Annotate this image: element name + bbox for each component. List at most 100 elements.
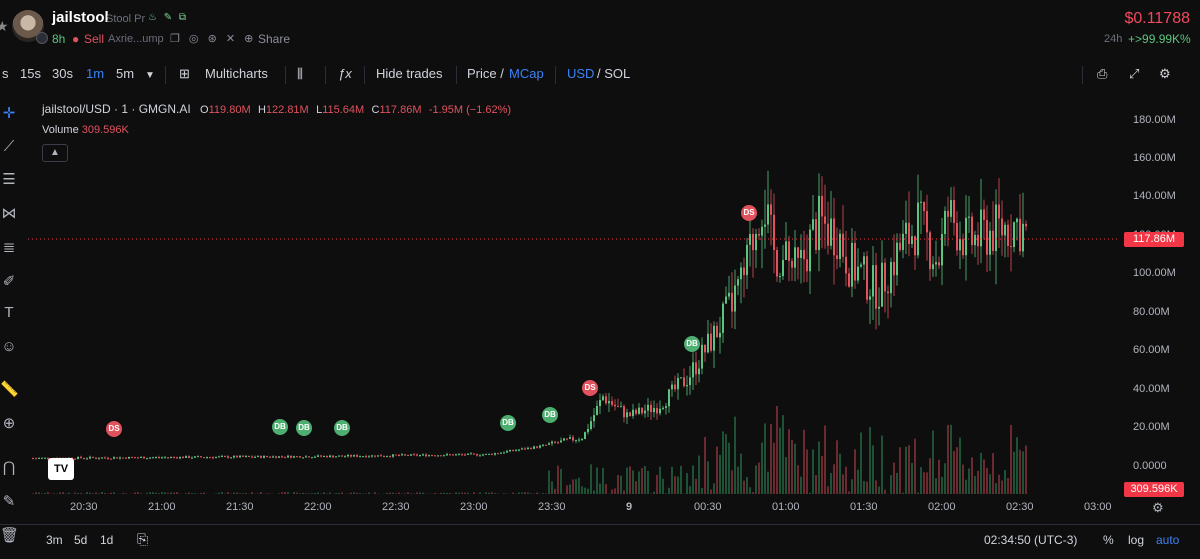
- y-tick: 0.0000: [1133, 460, 1167, 472]
- candle-body: [656, 408, 658, 414]
- mcap-toggle[interactable]: MCap: [509, 66, 544, 81]
- trade-marker[interactable]: DB: [500, 415, 516, 431]
- volume-bar: [560, 469, 562, 494]
- candle-body: [599, 400, 601, 406]
- candle-body: [368, 456, 370, 458]
- candle-body: [665, 406, 667, 408]
- log-scale-toggle[interactable]: log: [1128, 533, 1145, 547]
- volume-bar: [587, 488, 589, 494]
- emoji-icon[interactable]: ☺: [1, 338, 17, 355]
- candle-body: [836, 255, 838, 260]
- price-chart[interactable]: [28, 94, 1120, 494]
- trade-marker[interactable]: DS: [582, 380, 598, 396]
- candle-type-icon[interactable]: ⫼: [297, 66, 303, 81]
- horizontal-lines-icon[interactable]: ☰: [2, 171, 16, 188]
- trade-marker[interactable]: DS: [741, 205, 757, 221]
- zoom-icon[interactable]: ⊕: [2, 415, 16, 432]
- fullscreen-icon[interactable]: ⤢: [1129, 66, 1140, 81]
- percent-scale-toggle[interactable]: %: [1103, 533, 1114, 547]
- auto-scale-toggle[interactable]: auto: [1156, 533, 1180, 547]
- candle-body: [179, 456, 181, 459]
- trade-marker[interactable]: DB: [272, 419, 288, 435]
- sol-toggle[interactable]: / SOL: [597, 66, 631, 81]
- multicharts-button[interactable]: Multicharts: [205, 66, 268, 81]
- screenshot-camera-icon[interactable]: ⎙: [1097, 66, 1108, 81]
- multicharts-icon[interactable]: ⊞: [179, 66, 190, 81]
- ruler-icon[interactable]: 📏: [0, 381, 19, 398]
- tradingview-logo: TV: [48, 458, 74, 480]
- volume-bar: [728, 442, 730, 494]
- trade-marker[interactable]: DS: [106, 421, 122, 437]
- collapse-legend-button[interactable]: ▲: [42, 144, 68, 162]
- social-links-icons[interactable]: ❐ ◎ ⊛ ✕ ⊕: [170, 33, 257, 45]
- range-5d[interactable]: 5d: [74, 533, 88, 547]
- toolbar-divider: [1082, 66, 1083, 84]
- interval-1m[interactable]: 1m: [86, 66, 105, 81]
- usd-toggle[interactable]: USD: [567, 66, 595, 81]
- candle-body: [641, 407, 643, 414]
- text-tool-icon[interactable]: T: [4, 304, 14, 321]
- clock-timezone[interactable]: 02:34:50 (UTC-3): [984, 533, 1078, 547]
- magnet-icon[interactable]: ⋂: [2, 459, 16, 476]
- volume-bar: [620, 475, 622, 494]
- candle-body: [722, 303, 724, 333]
- crosshair-icon[interactable]: ✛: [2, 105, 16, 122]
- trade-marker[interactable]: DB: [296, 420, 312, 436]
- price-toggle[interactable]: Price /: [467, 66, 504, 81]
- token-tag-icons: ♨ ✎ ⧉: [148, 12, 189, 23]
- favorite-star-icon[interactable]: ★: [0, 18, 9, 34]
- volume-bar: [1013, 451, 1015, 494]
- trash-icon[interactable]: 🗑: [0, 527, 20, 544]
- pattern-icon[interactable]: ⋈: [1, 205, 17, 222]
- candle-body: [710, 333, 712, 351]
- candle-body: [200, 456, 202, 458]
- candle-body: [86, 458, 88, 460]
- volume-bar: [245, 492, 247, 494]
- candle-body: [914, 236, 916, 256]
- interval-dropdown-icon[interactable]: ▼: [145, 70, 155, 81]
- goto-date-calendar-icon[interactable]: ⎘: [137, 531, 149, 547]
- interval-15s[interactable]: 15s: [20, 66, 41, 81]
- range-3m[interactable]: 3m: [46, 533, 63, 547]
- candle-body: [929, 232, 931, 270]
- trade-marker[interactable]: DB: [334, 420, 350, 436]
- x-tick: 22:00: [304, 501, 332, 513]
- axis-settings-gear-icon[interactable]: ⚙: [1152, 500, 1164, 515]
- brush-icon[interactable]: ✐: [2, 273, 16, 290]
- candle-body: [422, 454, 424, 456]
- volume-bar: [707, 461, 709, 494]
- dev-address[interactable]: Axrie...ump: [108, 33, 164, 45]
- interval-30s[interactable]: 30s: [52, 66, 73, 81]
- trendline-icon[interactable]: ⟋: [3, 138, 15, 155]
- volume-bar: [104, 493, 106, 494]
- interval-5m[interactable]: 5m: [116, 66, 135, 81]
- candle-body: [440, 455, 442, 457]
- candle-body: [908, 222, 910, 245]
- settings-gear-icon[interactable]: ⚙: [1159, 66, 1171, 81]
- candle-body: [464, 454, 466, 456]
- share-button[interactable]: Share: [258, 32, 291, 46]
- x-tick: 21:30: [226, 501, 254, 513]
- volume-bar: [734, 416, 736, 494]
- candle-body: [146, 458, 148, 460]
- volume-bar: [173, 492, 175, 494]
- range-1d[interactable]: 1d: [100, 533, 114, 547]
- candle-body: [764, 224, 766, 227]
- trade-marker[interactable]: DB: [684, 336, 700, 352]
- trade-marker[interactable]: DB: [542, 407, 558, 423]
- volume-bar: [335, 493, 337, 494]
- volume-bar: [680, 465, 682, 494]
- interval-s[interactable]: s: [2, 66, 9, 81]
- volume-bar: [47, 492, 49, 494]
- volume-bar: [719, 454, 721, 494]
- volume-bar: [737, 466, 739, 494]
- hide-trades-button[interactable]: Hide trades: [376, 66, 443, 81]
- candle-body: [377, 455, 379, 457]
- indicators-fx-icon[interactable]: ƒx: [338, 66, 352, 81]
- volume-bar: [488, 492, 490, 494]
- volume-bar: [983, 459, 985, 494]
- lock-icon[interactable]: ✎: [2, 493, 16, 510]
- candle-body: [269, 456, 271, 458]
- fib-icon[interactable]: ≣: [2, 239, 16, 256]
- candle-body: [680, 377, 682, 379]
